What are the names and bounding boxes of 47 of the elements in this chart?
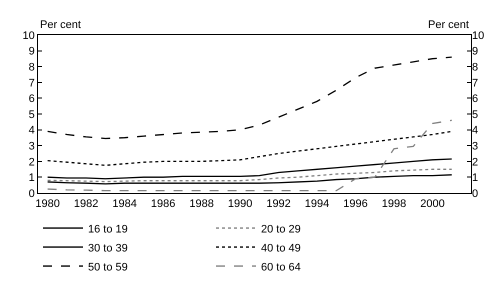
x-tick-label: 1992: [266, 198, 291, 210]
line-series: [46, 174, 452, 184]
y2-tick-label: 4: [472, 124, 478, 137]
x-tick-label: 1982: [74, 198, 98, 210]
y-tick-label: 8: [28, 61, 35, 74]
line-series: [46, 168, 452, 182]
line-series: [46, 56, 452, 140]
line-series: [46, 130, 452, 166]
x-tick-label: 1996: [343, 198, 368, 210]
line-series: [46, 120, 452, 192]
y-tick-label: 2: [28, 156, 35, 168]
y2-tick-label: 3: [472, 140, 478, 152]
x-tick-label: 2000: [420, 198, 445, 210]
y2-tick-label: 8: [472, 61, 478, 74]
x-tick-label: 1994: [304, 198, 330, 210]
x-tick-label: 1986: [150, 198, 176, 210]
x-tick-label: 1984: [112, 198, 137, 210]
y2-tick-label: 5: [472, 108, 478, 121]
legend-label: 60 to 64: [261, 261, 301, 274]
legend-label: 30 to 39: [88, 242, 128, 254]
legend-label: 40 to 49: [261, 242, 301, 254]
legend-label: 20 to 29: [261, 223, 301, 236]
line-series: [46, 158, 452, 180]
y-tick-label: 1: [28, 172, 35, 184]
y2-tick-label: 0: [472, 188, 478, 200]
y2-axis-title: Per cent: [428, 19, 469, 31]
y-tick-label: 7: [28, 77, 35, 90]
y-tick-label: 4: [28, 124, 35, 137]
y2-tick-label: 6: [472, 93, 478, 106]
y-tick-label: 5: [28, 108, 35, 121]
y2-tick-label: 2: [472, 156, 478, 168]
y-tick-label: 10: [22, 30, 35, 42]
legend-label: 50 to 59: [88, 261, 128, 274]
y-tick-label: 0: [28, 188, 35, 200]
y2-tick-label: 1: [472, 172, 478, 184]
legend-label: 16 to 19: [88, 223, 128, 236]
y2-tick-label: 7: [472, 77, 478, 90]
x-tick-label: 1998: [382, 198, 406, 210]
y2-tick-label: 10: [472, 30, 484, 42]
y-tick-label: 6: [28, 93, 35, 106]
x-tick-label: 1988: [189, 198, 214, 210]
y2-tick-label: 9: [472, 46, 478, 58]
y-tick-label: 9: [28, 46, 35, 58]
x-tick-label: 1980: [35, 198, 60, 210]
x-tick-label: 1990: [228, 198, 252, 210]
y-tick-label: 3: [28, 140, 35, 152]
y-axis-title: Per cent: [40, 19, 81, 31]
